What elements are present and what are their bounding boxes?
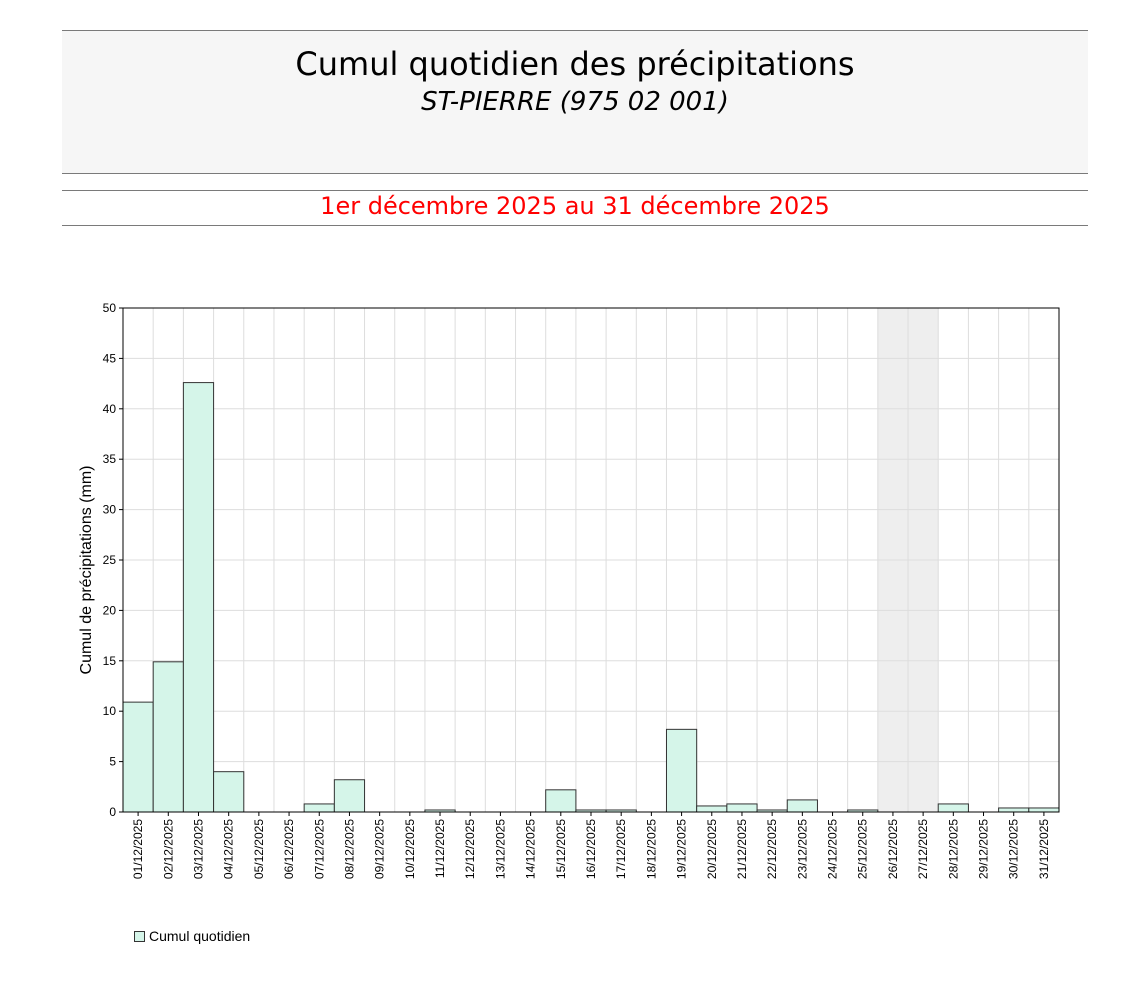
bar <box>998 807 1030 813</box>
legend: Cumul quotidien <box>134 928 250 944</box>
bar <box>696 805 728 813</box>
x-tick-label: 16/12/2025 <box>584 819 598 879</box>
x-tick-label: 03/12/2025 <box>191 819 205 879</box>
legend-label: Cumul quotidien <box>149 928 251 944</box>
bar <box>545 789 577 813</box>
x-tick-label: 27/12/2025 <box>916 819 930 879</box>
x-tick-label: 06/12/2025 <box>282 819 296 879</box>
bar <box>786 799 818 813</box>
period-box: 1er décembre 2025 au 31 décembre 2025 <box>62 190 1088 226</box>
x-tick-label: 22/12/2025 <box>765 819 779 879</box>
y-tick-label: 5 <box>109 755 116 769</box>
x-tick-label: 10/12/2025 <box>403 819 417 879</box>
bar <box>303 803 335 813</box>
period-label: 1er décembre 2025 au 31 décembre 2025 <box>320 192 830 220</box>
x-tick-label: 23/12/2025 <box>795 819 809 879</box>
x-tick-label: 17/12/2025 <box>614 819 628 879</box>
x-tick-label: 12/12/2025 <box>463 819 477 879</box>
x-tick-label: 18/12/2025 <box>644 819 658 879</box>
y-tick-label: 40 <box>103 402 117 416</box>
header-box: Cumul quotidien des précipitations ST-PI… <box>62 30 1088 174</box>
x-tick-label: 26/12/2025 <box>886 819 900 879</box>
x-tick-label: 09/12/2025 <box>373 819 387 879</box>
x-tick-label: 07/12/2025 <box>312 819 326 879</box>
x-tick-label: 08/12/2025 <box>342 819 356 879</box>
station-title: ST-PIERRE (975 02 001) <box>421 87 729 117</box>
bar <box>182 382 215 813</box>
x-tick-label: 15/12/2025 <box>554 819 568 879</box>
y-tick-label: 35 <box>103 452 117 466</box>
x-tick-label: 28/12/2025 <box>946 819 960 879</box>
x-tick-label: 11/12/2025 <box>433 819 447 878</box>
x-tick-label: 25/12/2025 <box>856 819 870 879</box>
y-tick-label: 50 <box>103 301 117 315</box>
x-tick-label: 29/12/2025 <box>977 819 991 879</box>
bar <box>665 728 698 813</box>
x-tick-label: 21/12/2025 <box>735 819 749 879</box>
bar <box>726 803 758 813</box>
y-tick-label: 0 <box>109 805 116 819</box>
legend-swatch <box>134 930 145 942</box>
y-axis-label: Cumul de précipitations (mm) <box>78 466 95 675</box>
y-tick-label: 30 <box>103 503 117 517</box>
x-tick-label: 01/12/2025 <box>131 819 145 879</box>
x-tick-label: 31/12/2025 <box>1037 819 1051 879</box>
y-tick-label: 20 <box>103 603 117 617</box>
y-tick-label: 10 <box>103 704 117 718</box>
x-tick-label: 02/12/2025 <box>161 819 175 879</box>
y-tick-label: 25 <box>103 553 117 567</box>
bar <box>152 661 184 813</box>
x-tick-label: 24/12/2025 <box>826 819 840 879</box>
x-tick-label: 04/12/2025 <box>222 819 236 879</box>
chart-title: Cumul quotidien des précipitations <box>295 45 855 83</box>
y-tick-label: 45 <box>103 351 117 365</box>
x-tick-label: 14/12/2025 <box>524 819 538 879</box>
x-tick-label: 20/12/2025 <box>705 819 719 879</box>
x-tick-label: 13/12/2025 <box>493 819 507 879</box>
y-tick-label: 15 <box>103 654 117 668</box>
bar <box>213 771 245 813</box>
bar <box>1028 807 1060 813</box>
x-tick-label: 19/12/2025 <box>675 819 689 879</box>
bar <box>937 803 969 813</box>
bar <box>122 701 154 813</box>
bar <box>333 779 366 813</box>
x-tick-label: 30/12/2025 <box>1007 819 1021 879</box>
x-tick-label: 05/12/2025 <box>252 819 266 879</box>
